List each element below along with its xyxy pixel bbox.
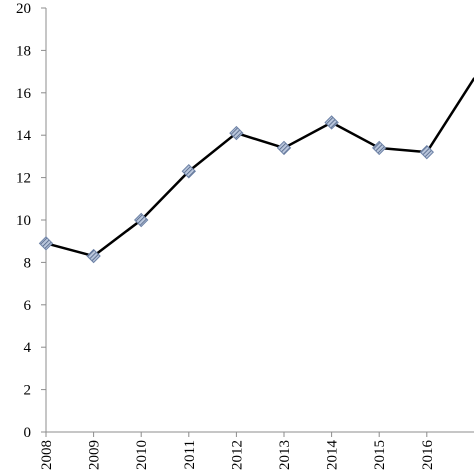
data-point-2012 (229, 125, 244, 141)
data-point-2015 (371, 140, 387, 156)
x-tick-label: 2015 (372, 440, 388, 470)
y-tick-label: 12 (16, 171, 31, 187)
y-tick-label: 20 (16, 1, 31, 17)
y-tick-label: 6 (24, 298, 32, 314)
y-axis-ticks: 0 2 4 6 8 10 12 14 16 18 20 (16, 1, 46, 441)
series-line (45, 77, 474, 258)
data-point-2009 (86, 248, 101, 264)
data-point-2008 (38, 236, 54, 251)
y-tick-label: 14 (16, 128, 32, 144)
data-point-2016 (419, 144, 435, 160)
y-tick-label: 0 (24, 425, 32, 441)
data-point-2014 (324, 115, 339, 130)
x-tick-label: 2014 (325, 440, 341, 471)
series-group (38, 77, 474, 264)
axes (45, 8, 474, 433)
y-tick-label: 4 (24, 340, 32, 356)
x-tick-label: 2012 (229, 440, 245, 470)
y-tick-label: 16 (16, 86, 32, 102)
x-tick-label: 2008 (39, 440, 55, 470)
x-tick-label: 2013 (277, 440, 293, 470)
x-tick-label: 2009 (87, 440, 103, 470)
y-tick-label: 18 (16, 43, 31, 59)
x-tick-label: 2010 (134, 440, 150, 470)
data-point-2013 (276, 140, 292, 156)
x-tick-label: 2011 (182, 440, 198, 469)
y-tick-label: 10 (16, 213, 31, 229)
x-axis-ticks: 2008 2009 2010 2011 2012 2013 2014 2015 2016 (39, 432, 436, 470)
data-point-2010 (133, 212, 149, 228)
y-tick-label: 2 (24, 383, 32, 399)
x-tick-label: 2016 (420, 440, 436, 471)
data-point-2011 (181, 164, 197, 179)
y-tick-label: 8 (24, 255, 32, 271)
